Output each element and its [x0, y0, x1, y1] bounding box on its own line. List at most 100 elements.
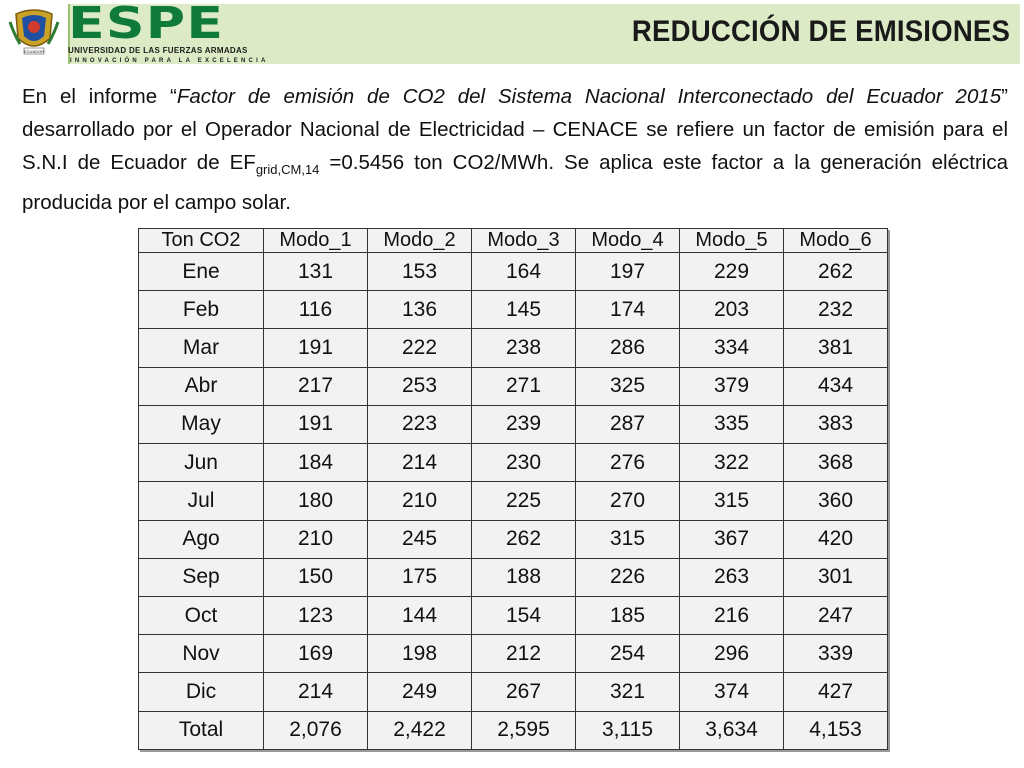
logo-subtitle: UNIVERSIDAD DE LAS FUERZAS ARMADAS [68, 46, 248, 55]
value-cell: 360 [783, 481, 888, 521]
total-row: Total 2,076 2,422 2,595 3,115 3,634 4,153 [138, 710, 888, 751]
row-label-cell: Nov [138, 634, 264, 674]
table-row: Nov 169 198 212 254 296 339 [138, 634, 888, 674]
value-cell: 216 [679, 595, 784, 636]
value-cell: 214 [367, 443, 472, 483]
value-cell: 315 [575, 519, 680, 559]
value-cell: 254 [575, 634, 680, 674]
value-cell: 286 [575, 328, 680, 368]
column-header: Ton CO2 [138, 228, 264, 253]
column-header: Modo_2 [367, 228, 472, 253]
value-cell: 2,076 [263, 710, 368, 751]
value-cell: 381 [783, 328, 888, 368]
value-cell: 374 [679, 672, 784, 712]
value-cell: 184 [263, 443, 368, 483]
value-cell: 144 [367, 595, 472, 636]
value-cell: 267 [471, 672, 576, 712]
value-cell: 379 [679, 366, 784, 406]
value-cell: 154 [471, 595, 576, 636]
value-cell: 296 [679, 634, 784, 674]
value-cell: 210 [263, 519, 368, 559]
row-label-cell: Feb [138, 290, 264, 330]
value-cell: 153 [367, 251, 472, 292]
row-label-cell: May [138, 404, 264, 445]
value-cell: 3,115 [575, 710, 680, 751]
value-cell: 217 [263, 366, 368, 406]
value-cell: 185 [575, 595, 680, 636]
table-row: Abr 217 253 271 325 379 434 [138, 366, 888, 406]
value-cell: 2,422 [367, 710, 472, 751]
value-cell: 116 [263, 290, 368, 330]
logo-tagline: INNOVACIÓN PARA LA EXCELENCIA [70, 58, 269, 64]
row-label-cell: Ago [138, 519, 264, 559]
report-title: Factor de emisión de CO2 del Sistema Nac… [176, 85, 1002, 108]
value-cell: 287 [575, 404, 680, 445]
value-cell: 198 [367, 634, 472, 674]
value-cell: 339 [783, 634, 888, 674]
value-cell: 383 [783, 404, 888, 445]
value-cell: 322 [679, 443, 784, 483]
value-cell: 197 [575, 251, 680, 292]
row-label-cell: Ene [138, 251, 264, 292]
table-row: Jun 184 214 230 276 322 368 [138, 443, 888, 483]
table-row: Dic 214 249 267 321 374 427 [138, 672, 888, 712]
value-cell: 262 [471, 519, 576, 559]
value-cell: 271 [471, 366, 576, 406]
value-cell: 262 [783, 251, 888, 292]
table-row: Ago 210 245 262 315 367 420 [138, 519, 888, 559]
value-cell: 420 [783, 519, 888, 559]
slide-header: ECUADOR ESPE UNIVERSIDAD DE LAS FUERZAS … [0, 0, 1024, 68]
value-cell: 367 [679, 519, 784, 559]
value-cell: 191 [263, 404, 368, 445]
value-cell: 164 [471, 251, 576, 292]
value-cell: 276 [575, 443, 680, 483]
value-cell: 123 [263, 595, 368, 636]
row-label-cell: Total [138, 710, 264, 751]
value-cell: 222 [367, 328, 472, 368]
table-header-row: Ton CO2 Modo_1 Modo_2 Modo_3 Modo_4 Modo… [138, 228, 888, 253]
table-row: Mar 191 222 238 286 334 381 [138, 328, 888, 368]
value-cell: 427 [783, 672, 888, 712]
value-cell: 245 [367, 519, 472, 559]
value-cell: 335 [679, 404, 784, 445]
table-row: Jul 180 210 225 270 315 360 [138, 481, 888, 521]
value-cell: 150 [263, 557, 368, 597]
slide-title: REDUCCIÓN DE EMISIONES [631, 15, 1010, 48]
column-header: Modo_4 [575, 228, 680, 253]
column-header: Modo_1 [263, 228, 368, 253]
value-cell: 2,595 [471, 710, 576, 751]
table-row: Sep 150 175 188 226 263 301 [138, 557, 888, 597]
value-cell: 226 [575, 557, 680, 597]
paragraph-part-1: En el informe “ [22, 85, 177, 108]
value-cell: 174 [575, 290, 680, 330]
value-cell: 131 [263, 251, 368, 292]
table-row: May 191 223 239 287 335 383 [138, 404, 888, 445]
value-cell: 229 [679, 251, 784, 292]
value-cell: 188 [471, 557, 576, 597]
university-crest-icon: ECUADOR [8, 9, 60, 55]
description-paragraph: En el informe “Factor de emisión de CO2 … [22, 80, 1008, 219]
value-cell: 334 [679, 328, 784, 368]
value-cell: 434 [783, 366, 888, 406]
row-label-cell: Abr [138, 366, 264, 406]
value-cell: 230 [471, 443, 576, 483]
value-cell: 325 [575, 366, 680, 406]
value-cell: 191 [263, 328, 368, 368]
value-cell: 4,153 [783, 710, 888, 751]
table-row: Ene 131 153 164 197 229 262 [138, 251, 888, 292]
value-cell: 321 [575, 672, 680, 712]
value-cell: 238 [471, 328, 576, 368]
value-cell: 263 [679, 557, 784, 597]
logo-word: ESPE [68, 0, 225, 49]
row-label-cell: Dic [138, 672, 264, 712]
row-label-cell: Mar [138, 328, 264, 368]
value-cell: 253 [367, 366, 472, 406]
crest-label: ECUADOR [24, 49, 44, 54]
row-label-cell: Sep [138, 557, 264, 597]
emissions-table-container: Ton CO2 Modo_1 Modo_2 Modo_3 Modo_4 Modo… [138, 228, 888, 751]
value-cell: 223 [367, 404, 472, 445]
value-cell: 368 [783, 443, 888, 483]
paragraph-part-2: ” desarrollado por el Operador Nacional … [22, 85, 1008, 174]
value-cell: 145 [471, 290, 576, 330]
value-cell: 169 [263, 634, 368, 674]
